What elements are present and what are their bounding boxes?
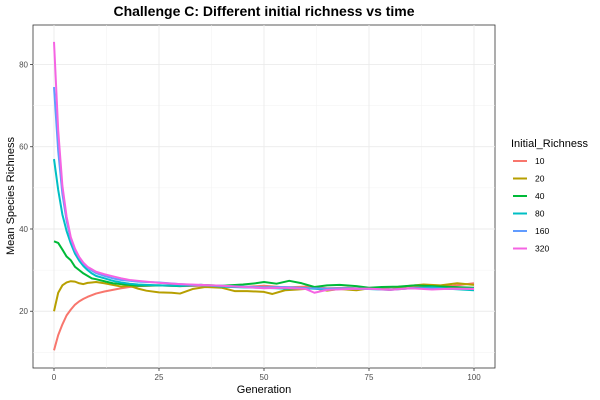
legend-label-10: 10 — [535, 156, 545, 166]
legend-label-20: 20 — [535, 174, 545, 184]
x-axis-title: Generation — [237, 384, 291, 396]
series-line-320 — [53, 41, 475, 294]
x-axis-ticks: 0 25 50 75 100 — [52, 368, 481, 382]
y-tick-label: 60 — [19, 143, 28, 152]
legend-title: Initial_Richness — [511, 138, 589, 150]
legend: Initial_Richness 10 20 40 80 160 320 — [511, 138, 589, 254]
x-tick-label: 75 — [365, 373, 374, 382]
chart-title: Challenge C: Different initial richness … — [113, 3, 414, 19]
y-axis-title: Mean Species Richness — [5, 137, 17, 256]
x-tick-label: 0 — [52, 373, 57, 382]
x-tick-label: 25 — [155, 373, 164, 382]
series-lines — [53, 41, 475, 351]
y-axis-ticks: 20 40 60 80 — [19, 60, 33, 316]
legend-label-80: 80 — [535, 209, 545, 219]
legend-label-320: 320 — [535, 244, 549, 254]
y-tick-label: 80 — [19, 60, 28, 69]
x-tick-label: 100 — [467, 373, 481, 382]
legend-label-160: 160 — [535, 226, 549, 236]
y-tick-label: 20 — [19, 307, 28, 316]
legend-label-40: 40 — [535, 191, 545, 201]
x-tick-label: 50 — [260, 373, 269, 382]
y-tick-label: 40 — [19, 225, 28, 234]
